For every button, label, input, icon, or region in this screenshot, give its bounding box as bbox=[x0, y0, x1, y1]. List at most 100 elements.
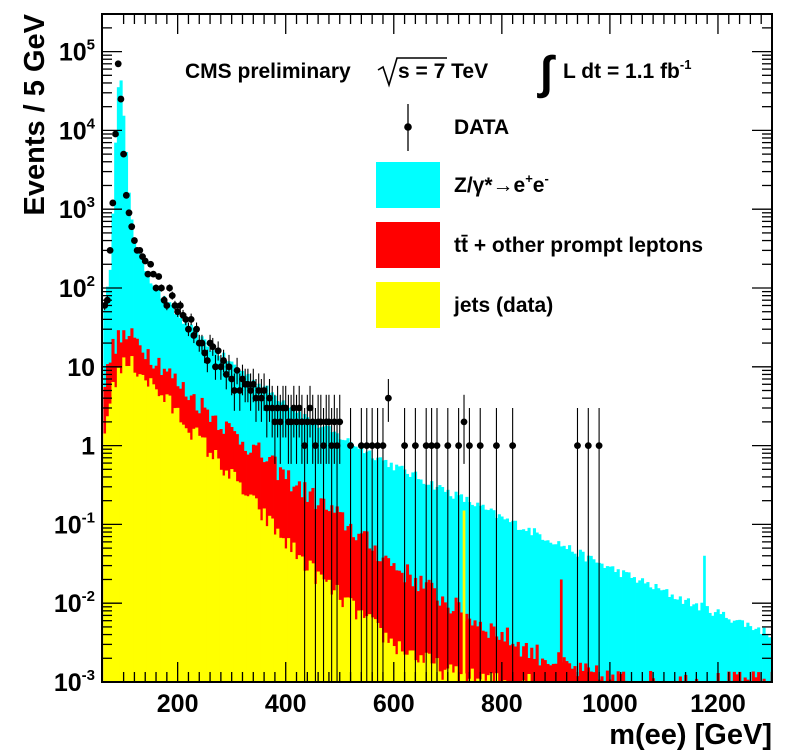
bin-zgamma bbox=[459, 494, 464, 682]
bin-spike bbox=[462, 510, 466, 682]
bin-zgamma bbox=[470, 504, 474, 682]
bin-zgamma bbox=[603, 567, 607, 682]
bin-zgamma bbox=[551, 544, 555, 682]
data-point bbox=[160, 296, 168, 304]
bin-ttbar bbox=[557, 652, 561, 682]
legend-label-jets: jets (data) bbox=[453, 294, 553, 317]
bin-ttbar bbox=[743, 677, 747, 682]
bin-ttbar bbox=[459, 612, 464, 682]
header-experiment: CMS preliminary bbox=[185, 60, 351, 83]
bin-jets bbox=[192, 428, 196, 682]
bin-jets bbox=[362, 617, 366, 682]
bin-ttbar bbox=[565, 661, 569, 682]
bin-ttbar bbox=[357, 533, 361, 682]
bin-jets bbox=[441, 679, 445, 682]
y-tick-label: 10-1 bbox=[54, 509, 95, 539]
bin-jets bbox=[270, 518, 274, 682]
bin-jets bbox=[170, 413, 174, 682]
bin-jets bbox=[438, 671, 442, 682]
data-point bbox=[274, 404, 282, 412]
bin-zgamma bbox=[708, 612, 712, 682]
bin-jets bbox=[284, 548, 288, 682]
data-point bbox=[330, 418, 338, 426]
bin-jets bbox=[408, 650, 412, 682]
data-point bbox=[428, 442, 435, 449]
data-point bbox=[217, 363, 225, 371]
bin-ttbar bbox=[354, 540, 358, 682]
bin-jets bbox=[295, 559, 299, 682]
bin-zgamma bbox=[686, 598, 691, 682]
x-tick-label: 400 bbox=[265, 690, 307, 718]
bin-jets bbox=[114, 387, 118, 682]
bin-ttbar bbox=[400, 572, 404, 682]
data-point bbox=[144, 270, 152, 278]
data-point bbox=[363, 442, 371, 449]
bin-jets bbox=[103, 433, 107, 682]
bin-jets bbox=[268, 515, 272, 682]
bin-ttbar bbox=[503, 641, 507, 682]
y-tick-label: 103 bbox=[59, 194, 95, 224]
bin-jets bbox=[216, 458, 220, 682]
bin-spike bbox=[703, 555, 706, 682]
bin-ttbar bbox=[541, 658, 545, 682]
bin-zgamma bbox=[543, 540, 547, 682]
bin-zgamma bbox=[554, 544, 558, 682]
bin-ttbar bbox=[492, 626, 496, 682]
bin-zgamma bbox=[667, 596, 672, 682]
bin-jets bbox=[432, 663, 437, 682]
bin-zgamma bbox=[573, 553, 577, 682]
bin-jets bbox=[208, 452, 212, 682]
bin-ttbar bbox=[508, 645, 512, 682]
legend-data-marker bbox=[404, 123, 412, 131]
data-point bbox=[301, 442, 309, 449]
data-point bbox=[320, 442, 327, 449]
data-point bbox=[152, 284, 160, 292]
bin-zgamma bbox=[516, 529, 520, 682]
bin-zgamma bbox=[557, 541, 561, 682]
bin-zgamma bbox=[743, 626, 747, 682]
data-point bbox=[401, 442, 408, 449]
bin-ttbar bbox=[546, 663, 550, 682]
bin-zgamma bbox=[665, 589, 669, 682]
bin-zgamma bbox=[646, 582, 650, 682]
legend-swatch-zgamma bbox=[376, 162, 440, 208]
bin-zgamma bbox=[632, 577, 636, 682]
bin-zgamma bbox=[492, 510, 496, 682]
bin-jets bbox=[341, 607, 345, 682]
bin-zgamma bbox=[454, 491, 458, 682]
bin-ttbar bbox=[616, 671, 620, 682]
bin-jets bbox=[133, 372, 137, 682]
bin-zgamma bbox=[532, 528, 537, 682]
data-point bbox=[293, 418, 300, 426]
bin-jets bbox=[181, 424, 185, 682]
data-point bbox=[163, 302, 171, 309]
bin-jets bbox=[141, 374, 145, 682]
data-point bbox=[260, 387, 268, 394]
y-tick-label: 1 bbox=[81, 433, 95, 461]
bin-jets bbox=[443, 669, 447, 682]
data-point bbox=[298, 418, 306, 426]
data-point bbox=[368, 442, 376, 449]
bin-jets bbox=[154, 389, 158, 682]
bin-zgamma bbox=[689, 606, 693, 682]
bin-zgamma bbox=[757, 627, 761, 682]
bin-jets bbox=[254, 498, 258, 682]
header-energy: s = 7 TeV bbox=[398, 60, 488, 83]
bin-jets bbox=[138, 374, 142, 682]
bin-zgamma bbox=[549, 542, 553, 682]
data-point bbox=[303, 418, 311, 426]
data-point bbox=[312, 442, 319, 449]
bin-ttbar bbox=[454, 597, 458, 682]
data-point bbox=[290, 404, 298, 412]
x-axis-tick-labels: 200 400 600 800 1000 1200 bbox=[157, 690, 746, 718]
bin-zgamma bbox=[649, 587, 653, 682]
data-point bbox=[347, 442, 354, 449]
bin-jets bbox=[449, 664, 453, 682]
data-point bbox=[460, 418, 468, 426]
bin-jets bbox=[260, 520, 264, 682]
bin-ttbar bbox=[500, 631, 504, 682]
bin-jets bbox=[146, 386, 150, 682]
bin-jets bbox=[308, 560, 312, 682]
bin-zgamma bbox=[662, 589, 666, 682]
